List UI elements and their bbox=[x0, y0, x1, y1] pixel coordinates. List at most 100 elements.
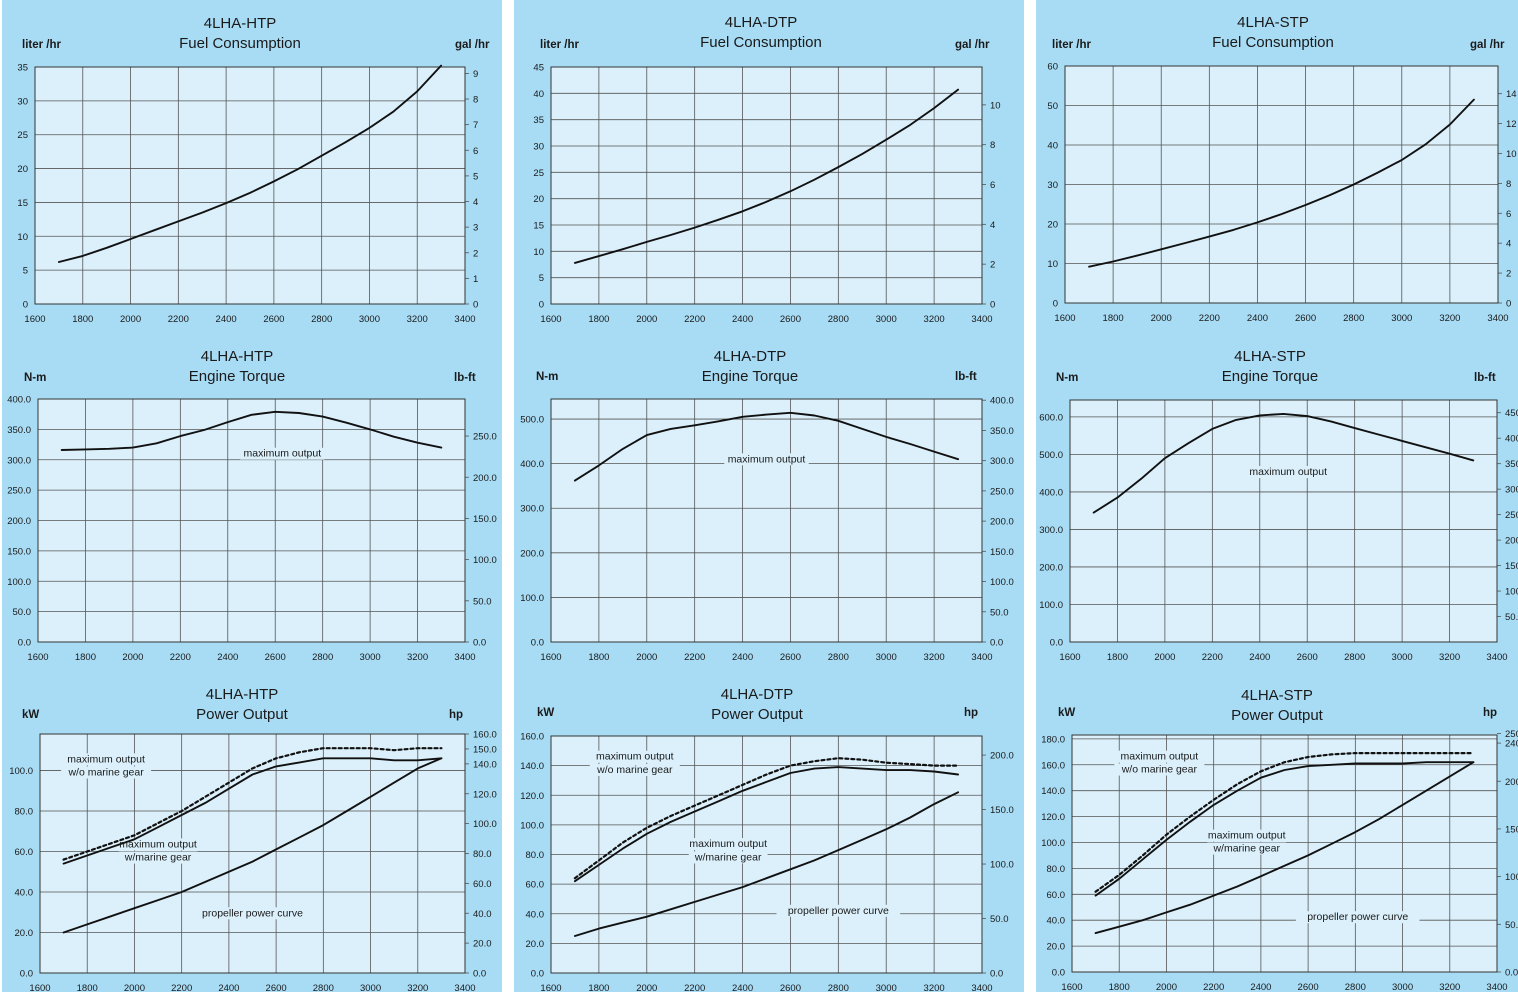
4lha-stp-power-output-x-tick-label: 1800 bbox=[1109, 982, 1130, 992]
4lha-htp-power-output-y-label: kW bbox=[22, 709, 39, 721]
4lha-stp-fuel-consumption-title: 4LHA-STP bbox=[1237, 14, 1309, 31]
4lha-dtp-engine-torque-x-tick-label: 1600 bbox=[540, 652, 561, 663]
4lha-htp-power-output-annotation-bg bbox=[63, 753, 149, 766]
4lha-stp-fuel-consumption-y2-tick-label: 12 bbox=[1506, 119, 1517, 130]
4lha-stp-engine-torque-annotation: maximum output bbox=[1249, 466, 1327, 478]
4lha-htp-power-output-series-0-line bbox=[62, 747, 443, 861]
4lha-dtp-engine-torque-y2-tick-label: 150.0 bbox=[990, 547, 1014, 558]
4lha-stp-power-output-y-tick-label: 160.0 bbox=[1041, 760, 1065, 771]
4lha-htp-power-output-annotation-bg bbox=[190, 907, 315, 920]
4lha-stp-power-output-x-tick-label: 2000 bbox=[1156, 982, 1177, 992]
4lha-stp-engine-torque-x-tick-label: 2200 bbox=[1202, 652, 1223, 663]
4lha-dtp-power-output-title: 4LHA-DTP bbox=[721, 686, 794, 703]
4lha-dtp-fuel-consumption-plot-border bbox=[550, 66, 983, 305]
4lha-stp-power-output-x-tick-label: 3400 bbox=[1486, 982, 1507, 992]
4lha-dtp-engine-torque-y-tick-label: 400.0 bbox=[520, 459, 544, 470]
4lha-dtp-power-output-annotation: w/marine gear bbox=[694, 851, 762, 863]
4lha-htp-fuel-consumption-y-tick-label: 10 bbox=[17, 232, 28, 243]
4lha-dtp-fuel-consumption-x-tick-label: 1800 bbox=[588, 314, 609, 325]
4lha-stp-power-output-x-tick-label: 3000 bbox=[1392, 982, 1413, 992]
4lha-dtp-fuel-consumption-y-tick-label: 15 bbox=[533, 221, 544, 232]
4lha-dtp-power-output-y-tick-label: 140.0 bbox=[520, 761, 544, 772]
4lha-htp-fuel-consumption-y-label: liter /hr bbox=[22, 39, 62, 51]
4lha-htp-engine-torque-annotation-bg bbox=[240, 447, 325, 460]
4lha-dtp-engine-torque-x-tick-label: 2000 bbox=[636, 652, 657, 663]
4lha-htp-fuel-consumption-y2-tick-label: 5 bbox=[473, 171, 478, 182]
4lha-stp-engine-torque-y-tick-label: 100.0 bbox=[1039, 600, 1063, 611]
4lha-dtp-power-output-y-tick-label: 100.0 bbox=[520, 820, 544, 831]
4lha-stp-fuel-consumption-series-0-line bbox=[1088, 98, 1475, 268]
4lha-htp-fuel-consumption-series-0-line bbox=[57, 64, 443, 263]
4lha-stp-fuel-consumption-y2-tick-label: 8 bbox=[1506, 179, 1511, 190]
4lha-stp-power-output-x-tick-label: 2200 bbox=[1203, 982, 1224, 992]
4lha-htp-power-output-y2-tick-label: 160.0 bbox=[473, 730, 497, 741]
4lha-stp-fuel-consumption-y-tick-label: 50 bbox=[1047, 101, 1058, 112]
4lha-htp-fuel-consumption-y2-tick-label: 2 bbox=[473, 248, 478, 259]
4lha-stp-power-output-y-tick-label: 60.0 bbox=[1047, 890, 1066, 901]
4lha-htp-power-output-plot-border bbox=[39, 733, 466, 974]
4lha-htp-power-output-x-tick-label: 3400 bbox=[454, 983, 475, 992]
4lha-htp-engine-torque-x-tick-label: 3000 bbox=[360, 652, 381, 663]
4lha-stp-power-output-annotation-bg bbox=[1207, 842, 1287, 855]
4lha-htp-power-output-x-tick-label: 3200 bbox=[407, 983, 428, 992]
4lha-stp-power-output-annotation: propeller power curve bbox=[1307, 911, 1408, 923]
4lha-stp-power-output-x-tick-label: 2600 bbox=[1298, 982, 1319, 992]
4lha-dtp-fuel-consumption-y2-label: gal /hr bbox=[955, 39, 990, 51]
4lha-htp-power-output-annotation: maximum output bbox=[67, 753, 145, 765]
4lha-stp-power-output-y2-tick-label: 250. bbox=[1505, 729, 1518, 740]
4lha-stp-fuel-consumption-x-tick-label: 2000 bbox=[1151, 313, 1172, 324]
4lha-htp-power-output-x-tick-label: 1600 bbox=[29, 983, 50, 992]
4lha-dtp-engine-torque-y2-tick-label: 0.0 bbox=[990, 638, 1003, 649]
4lha-dtp-power-output-x-tick-label: 3400 bbox=[971, 983, 992, 992]
4lha-stp-fuel-consumption-y2-tick-label: 4 bbox=[1506, 239, 1511, 250]
4lha-htp-engine-torque-y2-tick-label: 50.0 bbox=[473, 596, 492, 607]
4lha-htp-power-output-y2-tick-label: 40.0 bbox=[473, 909, 492, 920]
4lha-stp-power-output-y2-label: hp bbox=[1483, 707, 1497, 719]
4lha-stp-engine-torque-y2-label: lb-ft bbox=[1474, 372, 1496, 384]
4lha-dtp-engine-torque-title: 4LHA-DTP bbox=[714, 348, 787, 365]
4lha-stp-engine-torque-x-tick-label: 1800 bbox=[1107, 652, 1128, 663]
4lha-htp-engine-torque-annotation: maximum output bbox=[244, 448, 322, 460]
4lha-dtp-fuel-consumption-y2-tick-label: 10 bbox=[990, 100, 1001, 111]
4lha-htp-power-output-x-tick-label: 2200 bbox=[171, 983, 192, 992]
4lha-dtp-power-output-series-0-line bbox=[573, 757, 960, 880]
4lha-stp-power-output-y-tick-label: 80.0 bbox=[1047, 864, 1066, 875]
4lha-dtp-engine-torque-y-tick-label: 200.0 bbox=[520, 548, 544, 559]
4lha-dtp-power-output-y2-tick-label: 100.0 bbox=[990, 860, 1014, 871]
4lha-stp-engine-torque-x-tick-label: 2000 bbox=[1154, 652, 1175, 663]
4lha-dtp-engine-torque-x-tick-label: 2400 bbox=[732, 652, 753, 663]
4lha-htp-fuel-consumption-x-tick-label: 3200 bbox=[407, 314, 428, 325]
4lha-htp-power-output-annotation: propeller power curve bbox=[202, 907, 303, 919]
4lha-htp-fuel-consumption-y2-label: gal /hr bbox=[455, 39, 490, 51]
4lha-htp-fuel-consumption-y2-tick-label: 6 bbox=[473, 146, 478, 157]
4lha-htp-engine-torque-series-0-line bbox=[60, 410, 443, 451]
4lha-htp-engine-torque-plot-border bbox=[37, 398, 466, 643]
4lha-dtp-fuel-consumption-x-tick-label: 2400 bbox=[732, 314, 753, 325]
4lha-dtp-engine-torque-x-tick-label: 2200 bbox=[684, 652, 705, 663]
4lha-stp-power-output-annotation-bg bbox=[1295, 911, 1420, 924]
4lha-htp-engine-torque-x-tick-label: 2600 bbox=[265, 652, 286, 663]
4lha-dtp-power-output-series-1-line bbox=[573, 766, 960, 883]
4lha-htp-fuel-consumption-x-tick-label: 2200 bbox=[168, 314, 189, 325]
4lha-htp-engine-torque-y-tick-label: 250.0 bbox=[7, 486, 31, 497]
4lha-htp-power-output-x-tick-label: 1800 bbox=[77, 983, 98, 992]
4lha-dtp-engine-torque-y-tick-label: 300.0 bbox=[520, 504, 544, 515]
4lha-dtp-engine-torque-y-tick-label: 0.0 bbox=[531, 638, 544, 649]
4lha-htp-engine-torque-y2-tick-label: 100.0 bbox=[473, 555, 497, 566]
4lha-stp-engine-torque-y2-tick-label: 450 bbox=[1505, 408, 1518, 419]
4lha-dtp-fuel-consumption-x-tick-label: 1600 bbox=[540, 314, 561, 325]
4lha-dtp-fuel-consumption-y-tick-label: 40 bbox=[533, 89, 544, 100]
4lha-dtp-fuel-consumption-plot-area bbox=[551, 67, 982, 304]
4lha-stp-engine-torque-y-tick-label: 0.0 bbox=[1050, 638, 1063, 649]
4lha-stp-power-output-y2-tick-label: 100.0 bbox=[1505, 872, 1518, 883]
4lha-dtp-power-output-annotation-bg bbox=[589, 764, 680, 777]
4lha-dtp-fuel-consumption-x-tick-label: 3200 bbox=[924, 314, 945, 325]
4lha-htp-engine-torque-y-tick-label: 0.0 bbox=[18, 638, 31, 649]
4lha-stp-fuel-consumption-x-tick-label: 2400 bbox=[1247, 313, 1268, 324]
4lha-dtp-power-output-x-tick-label: 1800 bbox=[588, 983, 609, 992]
4lha-htp-fuel-consumption-y-tick-label: 35 bbox=[17, 63, 28, 74]
4lha-dtp-engine-torque-x-tick-label: 1800 bbox=[588, 652, 609, 663]
4lha-stp-engine-torque-y-tick-label: 300.0 bbox=[1039, 525, 1063, 536]
4lha-htp-fuel-consumption-x-tick-label: 1600 bbox=[24, 314, 45, 325]
4lha-dtp-power-output-y-tick-label: 40.0 bbox=[526, 909, 545, 920]
